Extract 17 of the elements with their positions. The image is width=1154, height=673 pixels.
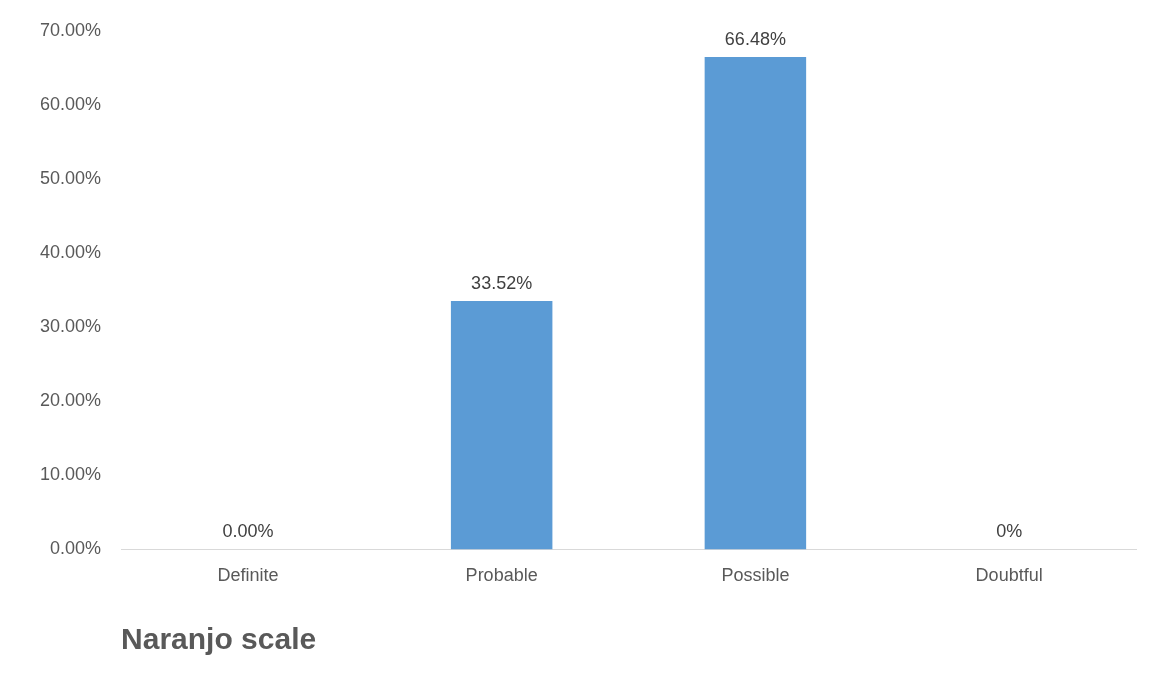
x-tick-label: Doubtful <box>975 565 1043 586</box>
y-tick-label: 20.00% <box>39 390 102 411</box>
y-tick-label: 60.00% <box>39 93 102 114</box>
y-tick-label: 0.00% <box>50 538 102 559</box>
data-label: 33.52% <box>471 273 533 294</box>
x-tick-label: Possible <box>721 565 790 586</box>
data-label: 0% <box>996 521 1023 542</box>
y-tick-label: 30.00% <box>39 316 102 337</box>
data-label: 0.00% <box>222 521 274 542</box>
y-tick-label: 40.00% <box>39 242 102 263</box>
x-tick-label: Definite <box>217 565 279 586</box>
y-tick-label: 10.00% <box>39 464 102 485</box>
data-label: 66.48% <box>724 28 786 49</box>
x-tick-label: Probable <box>465 565 538 586</box>
y-tick-label: 50.00% <box>39 167 102 188</box>
y-tick-label: 70.00% <box>39 19 102 40</box>
x-axis-title: Naranjo scale <box>121 622 317 656</box>
